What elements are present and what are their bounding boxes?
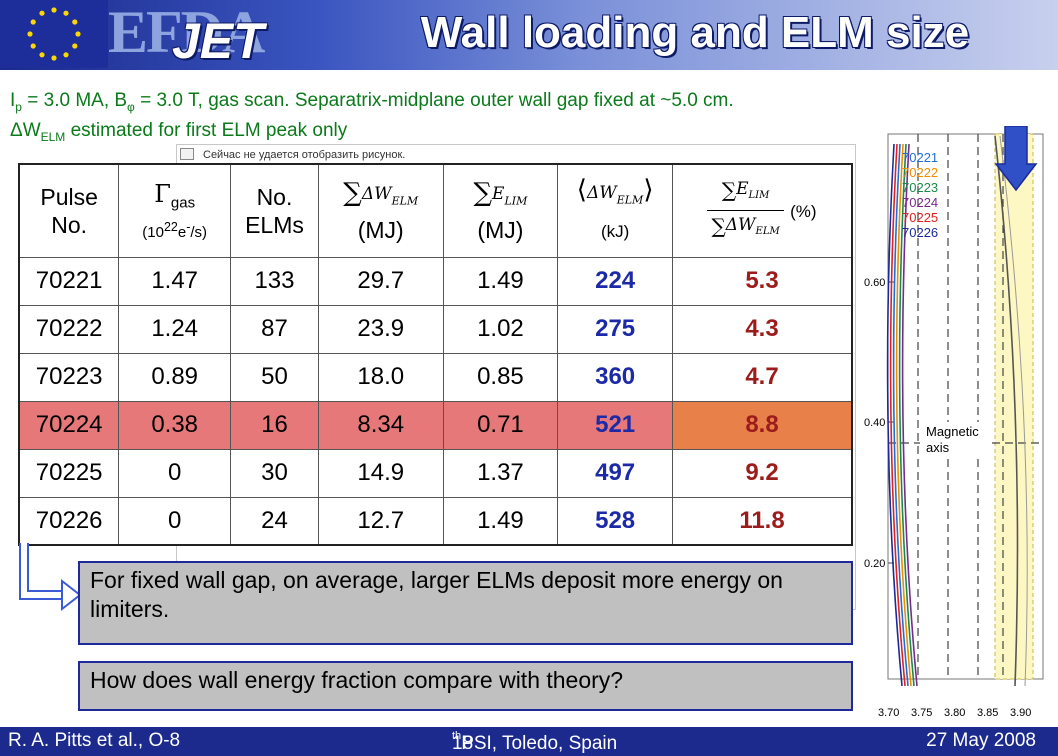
cell-sum-w: 12.7	[317, 496, 444, 546]
y-tick-label: 0.60	[864, 277, 885, 289]
cell-sum-w: 23.9	[317, 304, 444, 354]
cell-mean-w: 224	[557, 256, 674, 306]
cell-elms: 24	[230, 496, 319, 546]
cell-gamma: 0.89	[118, 352, 232, 402]
header-pulse: Pulse No.	[18, 163, 120, 258]
elm-data-table: Pulse No. Γgas (1022e-/s) No. ELMs ∑ΔWEL…	[18, 163, 853, 546]
cell-elms: 30	[230, 448, 319, 498]
table-row: 70225 0 30 14.9 1.37 497 9.2	[18, 448, 853, 498]
cell-mean-w: 521	[557, 400, 674, 450]
cell-pulse: 70222	[18, 304, 120, 354]
header-sum-e-lim: ∑ELIM (MJ)	[442, 163, 559, 258]
cell-mean-w: 275	[557, 304, 674, 354]
footer-date: 27 May 2008	[926, 730, 1036, 751]
table-row: 70224 0.38 16 8.34 0.71 521 8.8	[18, 400, 853, 450]
cell-elms: 16	[230, 400, 319, 450]
cell-sum-e: 0.71	[442, 400, 559, 450]
cell-sum-e: 1.49	[442, 256, 559, 306]
legend-entry: 70226	[902, 225, 938, 240]
cell-sum-e: 1.37	[442, 448, 559, 498]
cell-mean-w: 497	[557, 448, 674, 498]
jet-logo: JET	[172, 13, 264, 69]
cell-elms: 87	[230, 304, 319, 354]
magnetic-axis-label-2: axis	[926, 440, 950, 455]
cell-sum-e: 1.49	[442, 496, 559, 546]
cell-gamma: 0	[118, 448, 232, 498]
cell-ratio: 11.8	[672, 496, 853, 546]
table-row: 70222 1.24 87 23.9 1.02 275 4.3	[18, 304, 853, 354]
cell-sum-e: 1.02	[442, 304, 559, 354]
x-tick-label: 3.85	[977, 707, 998, 719]
cell-ratio: 5.3	[672, 256, 853, 306]
connector-arrow-icon	[19, 543, 82, 612]
legend-entry: 70224	[902, 195, 938, 210]
image-placeholder-text: Сейчас не удается отобразить рисунок.	[203, 149, 406, 161]
cell-gamma: 1.24	[118, 304, 232, 354]
legend-entry: 70221	[902, 150, 938, 165]
table-header-row: Pulse No. Γgas (1022e-/s) No. ELMs ∑ΔWEL…	[18, 163, 853, 258]
cell-sum-e: 0.85	[442, 352, 559, 402]
header-sum-delta-w: ∑ΔWELM (MJ)	[317, 163, 444, 258]
cell-pulse: 70223	[18, 352, 120, 402]
cell-ratio: 4.7	[672, 352, 853, 402]
table-row: 70226 0 24 12.7 1.49 528 11.8	[18, 496, 853, 546]
magnetic-axis-label-1: Magnetic	[926, 424, 979, 439]
efda-logo: EFDA	[108, 0, 265, 65]
cell-elms: 50	[230, 352, 319, 402]
cell-gamma: 0	[118, 496, 232, 546]
header-ratio: ∑ELIM ∑ΔWELM (%)	[672, 163, 853, 258]
legend-entry: 70225	[902, 210, 938, 225]
eu-flag-icon	[0, 0, 108, 68]
header-bar: EFDA JET Wall loading and ELM size	[0, 0, 1058, 70]
x-tick-label: 3.70	[878, 707, 899, 719]
y-tick-label: 0.40	[864, 417, 885, 429]
header-no-elms: No. ELMs	[230, 163, 319, 258]
footer-author: R. A. Pitts et al., O-8	[8, 730, 181, 751]
cell-pulse: 70224	[18, 400, 120, 450]
cell-ratio: 9.2	[672, 448, 853, 498]
x-tick-label: 3.75	[911, 707, 932, 719]
slide-title: Wall loading and ELM size	[420, 8, 970, 57]
cell-pulse: 70226	[18, 496, 120, 546]
table-row: 70223 0.89 50 18.0 0.85 360 4.7	[18, 352, 853, 402]
broken-image-icon	[180, 148, 194, 160]
legend-entry: 70222	[902, 165, 938, 180]
subtitle-line-2: ΔWELM estimated for first ELM peak only	[10, 120, 348, 144]
x-tick-label: 3.80	[944, 707, 965, 719]
legend-entry: 70223	[902, 180, 938, 195]
cell-gamma: 0.38	[118, 400, 232, 450]
x-tick-label: 3.90	[1010, 707, 1031, 719]
cell-sum-w: 29.7	[317, 256, 444, 306]
cell-elms: 133	[230, 256, 319, 306]
subtitle-line-1: Ip = 3.0 MA, Bφ = 3.0 T, gas scan. Separ…	[10, 90, 734, 114]
cell-ratio: 8.8	[672, 400, 853, 450]
table-row: 70221 1.47 133 29.7 1.49 224 5.3	[18, 256, 853, 306]
header-gamma-gas: Γgas (1022e-/s)	[118, 163, 232, 258]
cell-sum-w: 18.0	[317, 352, 444, 402]
cell-gamma: 1.47	[118, 256, 232, 306]
y-tick-label: 0.20	[864, 558, 885, 570]
cell-sum-w: 8.34	[317, 400, 444, 450]
question-box: How does wall energy fraction compare wi…	[78, 661, 853, 711]
cell-pulse: 70225	[18, 448, 120, 498]
cell-mean-w: 360	[557, 352, 674, 402]
conclusion-box: For fixed wall gap, on average, larger E…	[78, 561, 853, 645]
cell-sum-w: 14.9	[317, 448, 444, 498]
cell-ratio: 4.3	[672, 304, 853, 354]
cell-pulse: 70221	[18, 256, 120, 306]
header-mean-delta-w: ⟨ΔWELM⟩ (kJ)	[557, 163, 674, 258]
cell-mean-w: 528	[557, 496, 674, 546]
